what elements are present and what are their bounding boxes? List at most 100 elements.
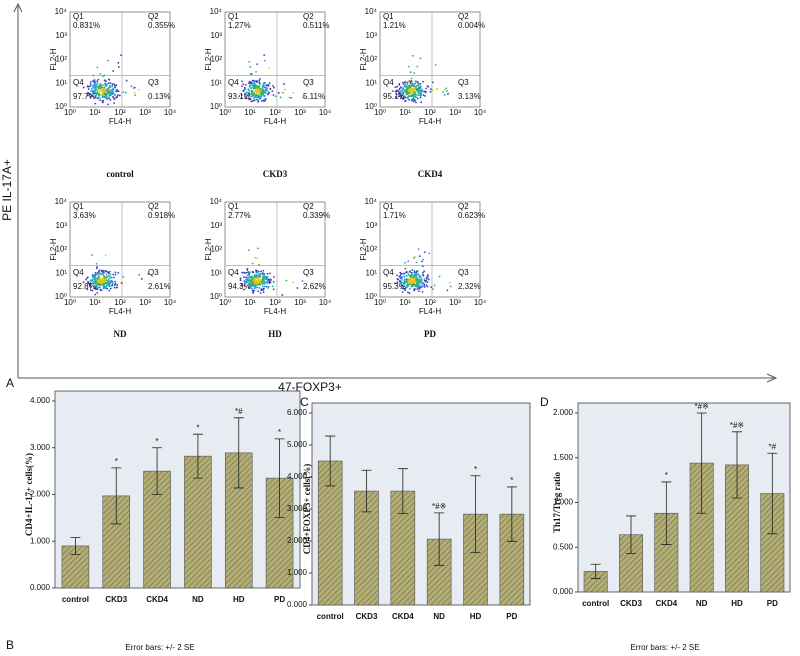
event-dot — [398, 91, 400, 94]
event-dot — [417, 92, 420, 95]
event-dot — [239, 277, 242, 280]
event-dot — [93, 78, 96, 81]
error-bar — [274, 438, 285, 518]
plot-y-label: FL2-H — [359, 238, 368, 260]
event-dot — [111, 281, 114, 284]
event-dot — [114, 84, 116, 87]
event-dot — [93, 287, 96, 290]
quadrant-percent: 1.21% — [383, 21, 406, 30]
event-dot — [407, 260, 410, 263]
event-dot — [418, 86, 421, 89]
event-dot — [264, 88, 267, 91]
event-dot — [107, 103, 109, 106]
x-tick-label: HD — [470, 612, 482, 621]
plot-tick: 10³ — [139, 108, 151, 117]
event-dot — [267, 93, 269, 96]
y-tick-label: 4.000 — [30, 396, 51, 405]
event-dot — [88, 85, 90, 88]
event-dot — [99, 289, 102, 291]
event-dot — [283, 83, 285, 85]
plot-tick: 10⁴ — [164, 298, 177, 307]
plot-tick: 10¹ — [89, 298, 101, 307]
event-dot — [245, 271, 248, 274]
event-dot — [125, 79, 128, 82]
plot-tick: 10⁴ — [474, 108, 487, 117]
event-dot — [99, 86, 102, 89]
event-dot — [263, 273, 266, 275]
plot-tick: 10¹ — [55, 78, 67, 87]
event-dot — [244, 97, 247, 99]
quadrant-label: Q4 — [383, 78, 394, 87]
event-dot — [101, 92, 104, 95]
event-dot — [418, 255, 421, 258]
error-bar — [696, 412, 707, 514]
event-dot — [411, 273, 414, 276]
event-dot — [247, 279, 250, 282]
plot-tick: 10³ — [294, 108, 306, 117]
event-dot — [102, 284, 105, 287]
event-dot — [105, 276, 108, 279]
event-dot — [263, 275, 266, 278]
plot-tick: 10² — [210, 245, 222, 254]
event-dot — [110, 280, 112, 282]
event-dot — [422, 80, 424, 83]
event-dot — [257, 290, 260, 293]
quadrant-label: Q2 — [303, 202, 314, 211]
plot-tick: 10² — [424, 298, 436, 307]
event-dot — [421, 265, 424, 268]
event-dot — [92, 90, 95, 93]
plot-frame — [69, 11, 171, 108]
event-dot — [94, 85, 96, 88]
plot-tick: 10² — [365, 245, 377, 254]
event-dot — [91, 278, 94, 281]
plot-frame — [224, 201, 326, 298]
event-dot — [112, 273, 115, 276]
event-dot — [404, 99, 407, 102]
event-dot — [118, 94, 121, 97]
error-bar — [233, 417, 244, 489]
event-dot — [260, 270, 262, 273]
event-dot — [264, 98, 267, 100]
event-dot — [133, 86, 136, 89]
event-dot — [257, 94, 260, 97]
event-dot — [84, 278, 87, 281]
event-dot — [94, 276, 96, 279]
error-bar — [590, 563, 601, 579]
event-dot — [255, 274, 258, 277]
event-dot — [411, 82, 413, 85]
event-dot — [248, 272, 251, 275]
event-dot — [415, 281, 418, 284]
event-dot — [261, 283, 264, 286]
quadrant-label: Q1 — [228, 12, 239, 21]
x-tick-label: CKD3 — [105, 595, 127, 604]
event-dot — [407, 279, 409, 282]
event-dot — [111, 93, 113, 95]
quadrant-percent: 3.63% — [73, 211, 96, 220]
event-dot — [111, 85, 113, 88]
plot-tick: 10¹ — [55, 268, 67, 277]
event-dot — [247, 271, 250, 273]
event-dot — [246, 267, 249, 270]
quadrant-percent: 0.511% — [303, 21, 330, 30]
event-dot — [267, 286, 269, 289]
quadrant-percent: 95.3% — [383, 282, 406, 291]
event-dot — [413, 271, 416, 274]
plot-y-label: FL2-H — [204, 238, 213, 260]
event-dot — [102, 273, 104, 276]
event-dot — [98, 280, 100, 283]
plot-tick: 10¹ — [365, 268, 377, 277]
event-dot — [245, 276, 247, 279]
event-dot — [90, 93, 93, 96]
event-dot — [105, 97, 108, 99]
event-dot — [106, 283, 108, 286]
event-dot — [256, 98, 258, 101]
event-dot — [249, 87, 252, 90]
event-dot — [258, 81, 261, 84]
quadrant-label: Q3 — [458, 268, 469, 277]
event-dot — [92, 86, 95, 89]
plot-tick: 10¹ — [244, 108, 256, 117]
event-dot — [101, 271, 104, 274]
event-dot — [107, 274, 110, 277]
event-dot — [259, 273, 262, 275]
event-dot — [102, 275, 105, 277]
